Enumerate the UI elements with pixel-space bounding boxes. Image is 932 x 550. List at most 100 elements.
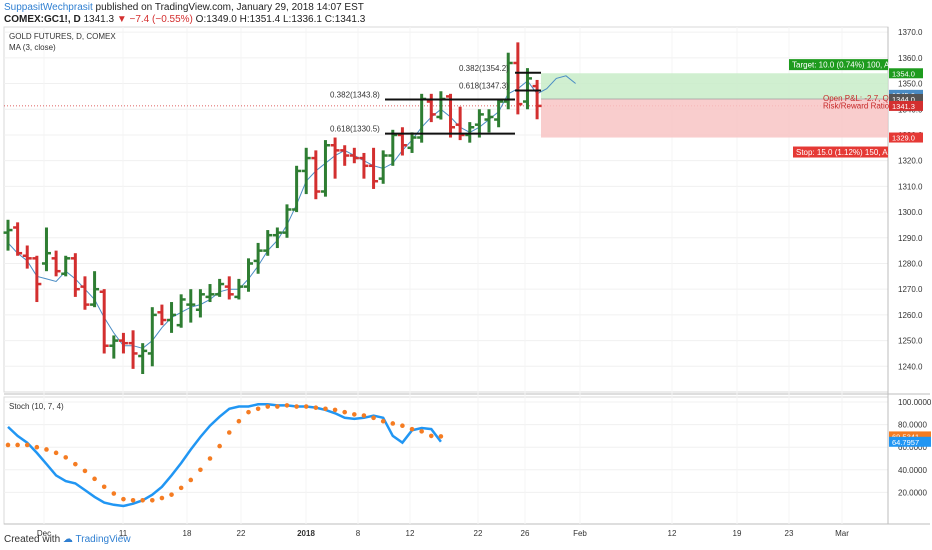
ohlc-bar[interactable]	[378, 150, 388, 184]
ohlc-bar[interactable]	[369, 147, 379, 189]
stoch-d-point	[159, 495, 165, 501]
ohlc-bar[interactable]	[32, 255, 42, 303]
ohlc-bar[interactable]	[80, 276, 90, 310]
stoch-d-point	[111, 491, 117, 496]
ohlc-bar[interactable]	[90, 271, 100, 308]
stoch-d-point	[371, 415, 376, 421]
ohlc-bar[interactable]	[513, 42, 523, 115]
ohlc-bar[interactable]	[263, 230, 273, 256]
time-axis-tick: 22	[237, 529, 246, 538]
ohlc-bar[interactable]	[407, 132, 417, 153]
ohlc-bar[interactable]	[282, 204, 292, 238]
stoch-d-point	[313, 405, 319, 410]
price-tag-bg	[889, 93, 923, 104]
ohlc-bar[interactable]	[147, 307, 157, 367]
price-tag-text: 1341.3	[892, 102, 915, 111]
ohlc-bar[interactable]	[311, 150, 321, 200]
time-axis-tick: 11	[119, 529, 128, 538]
time-axis-tick: 18	[183, 529, 192, 538]
stoch-d-point	[15, 442, 20, 448]
ohlc-bar[interactable]	[109, 335, 119, 359]
ohlc-bar[interactable]	[186, 289, 196, 323]
risk-reward-text: Risk/Reward Ratio: 1	[823, 102, 899, 111]
time-axis-tick: 12	[668, 529, 677, 538]
low-value: 1336.1	[291, 14, 322, 25]
ohlc-bar[interactable]	[51, 250, 61, 277]
ohlc-bar[interactable]	[340, 145, 350, 166]
ohlc-bar[interactable]	[253, 242, 263, 274]
ohlc-bar[interactable]	[301, 147, 311, 195]
ohlc-bar[interactable]	[522, 68, 532, 110]
last-price: 1341.3	[83, 14, 115, 25]
stoch-d-point	[352, 412, 357, 417]
tradingview-brand[interactable]: TradingView	[75, 534, 131, 545]
publish-line: SuppasitWechprasit published on TradingV…	[4, 2, 364, 13]
stoch-d-point	[82, 468, 88, 474]
footer: Created with ☁ TradingView	[4, 534, 131, 545]
stoch-d-point	[150, 498, 155, 503]
ohlc-bar[interactable]	[397, 127, 407, 156]
stoch-axis-tick: 40.0000	[898, 466, 927, 475]
ohlc-bar[interactable]	[99, 289, 109, 354]
time-axis-tick: 8	[356, 529, 361, 538]
author-link[interactable]: SuppasitWechprasit	[4, 2, 93, 13]
stoch-legend: Stoch (10, 7, 4)	[9, 402, 64, 411]
ohlc-bar[interactable]	[22, 245, 32, 269]
ohlc-bar[interactable]	[215, 278, 225, 297]
low-label: L:	[282, 14, 292, 25]
ohlc-bar[interactable]	[195, 289, 205, 318]
ohlc-bar[interactable]	[532, 79, 542, 120]
ohlc-bar[interactable]	[61, 255, 71, 277]
ohlc-bar[interactable]	[157, 304, 167, 326]
ohlc-bar[interactable]	[167, 302, 177, 333]
stoch-d-point	[438, 434, 444, 439]
ma-legend: MA (3, close)	[9, 43, 56, 52]
time-axis-tick: 19	[733, 529, 742, 538]
ohlc-bar[interactable]	[244, 258, 253, 292]
stop-label[interactable]	[793, 146, 888, 158]
ohlc-bar[interactable]	[205, 284, 215, 303]
ohlc-bar[interactable]	[292, 165, 302, 213]
stoch-d-point	[246, 409, 251, 415]
ohlc-bar[interactable]	[272, 227, 282, 249]
price-axis-tick: 1370.0	[898, 28, 923, 37]
target-zone[interactable]	[541, 73, 888, 99]
open-value: 1349.0	[206, 14, 237, 25]
stoch-d-point	[428, 433, 434, 439]
stoch-d-point	[226, 430, 232, 435]
ohlc-bar[interactable]	[349, 147, 359, 164]
price-tag-bg	[889, 68, 923, 79]
stoch-d-point	[236, 418, 242, 424]
ohlc-bar[interactable]	[41, 227, 51, 272]
stoch-d-point	[169, 492, 174, 497]
stoch-d-point	[265, 404, 271, 409]
ohlc-bar[interactable]	[176, 294, 186, 328]
ohlc-bar[interactable]	[70, 253, 80, 297]
ohlc-bar[interactable]	[13, 222, 23, 256]
ohlc-bar[interactable]	[320, 140, 330, 197]
stoch-d-point	[130, 498, 136, 503]
stop-label-bg	[793, 146, 888, 158]
stoch-d-point	[24, 442, 30, 448]
ohlc-bar[interactable]	[484, 109, 494, 133]
ohlc-bar[interactable]	[128, 330, 138, 369]
target-label[interactable]	[789, 59, 888, 71]
stoch-axis-tick: 100.0000	[898, 398, 932, 407]
ohlc-bar[interactable]	[359, 152, 369, 179]
stoch-d-point	[323, 406, 328, 412]
ohlc-bar[interactable]	[3, 219, 13, 251]
ohlc-bar[interactable]	[465, 122, 475, 143]
chart-title: GOLD FUTURES, D, COMEX	[9, 32, 116, 41]
ohlc-bar[interactable]	[138, 343, 148, 375]
ohlc-bar[interactable]	[234, 278, 244, 300]
ohlc-bar[interactable]	[388, 129, 398, 166]
time-axis-tick: Mar	[835, 529, 849, 538]
stoch-d-point	[303, 404, 309, 409]
ohlc-bar[interactable]	[330, 137, 340, 179]
stop-zone[interactable]	[541, 98, 888, 138]
ohlc-bar[interactable]	[118, 332, 128, 354]
ohlc-bar[interactable]	[446, 93, 456, 138]
ohlc-bar[interactable]	[224, 276, 234, 300]
ohlc-bar[interactable]	[494, 98, 504, 128]
